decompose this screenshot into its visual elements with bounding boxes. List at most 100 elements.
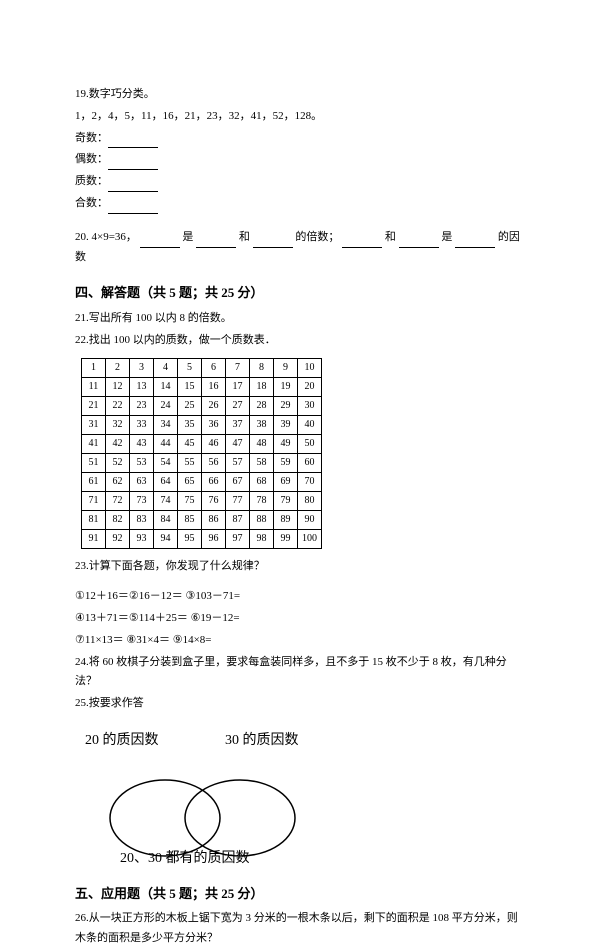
grid-cell: 28 xyxy=(250,397,274,416)
grid-cell: 56 xyxy=(202,454,226,473)
grid-cell: 46 xyxy=(202,435,226,454)
grid-cell: 55 xyxy=(178,454,202,473)
grid-cell: 6 xyxy=(202,359,226,378)
section4-title: 四、解答题（共 5 题；共 25 分） xyxy=(75,281,520,304)
grid-cell: 22 xyxy=(106,397,130,416)
q19-row-label: 质数： xyxy=(75,175,108,187)
grid-cell: 64 xyxy=(154,473,178,492)
grid-cell: 83 xyxy=(130,511,154,530)
grid-cell: 7 xyxy=(226,359,250,378)
grid-cell: 23 xyxy=(130,397,154,416)
grid-cell: 94 xyxy=(154,530,178,549)
grid-cell: 68 xyxy=(250,473,274,492)
table-row: 51525354555657585960 xyxy=(82,454,322,473)
grid-cell: 76 xyxy=(202,492,226,511)
q20-mid4: 和 xyxy=(385,231,396,243)
q19-title: 19.数字巧分类。 xyxy=(75,85,520,105)
q19-row-3: 合数： xyxy=(75,194,520,214)
q20-blank2[interactable] xyxy=(196,236,236,248)
grid-cell: 20 xyxy=(298,378,322,397)
grid-cell: 27 xyxy=(226,397,250,416)
q23-title: 23.计算下面各题，你发现了什么规律？ xyxy=(75,557,520,577)
grid-cell: 96 xyxy=(202,530,226,549)
table-row: 919293949596979899100 xyxy=(82,530,322,549)
grid-cell: 95 xyxy=(178,530,202,549)
q19-blank[interactable] xyxy=(108,136,158,148)
grid-cell: 97 xyxy=(226,530,250,549)
q20-blank6[interactable] xyxy=(455,236,495,248)
q19-numbers: 1，2，4，5，11，16，21，23，32，41，52，128。 xyxy=(75,107,520,127)
q19-blank[interactable] xyxy=(108,180,158,192)
grid-cell: 48 xyxy=(250,435,274,454)
q19-blank[interactable] xyxy=(108,158,158,170)
venn-bottom-label: 20、30 都有的质因数 xyxy=(120,846,250,871)
q20: 20. 4×9=36， 是 和 的倍数； 和 是 的因数 xyxy=(75,228,520,268)
grid-cell: 14 xyxy=(154,378,178,397)
q20-prefix: 20. 4×9=36， xyxy=(75,231,137,243)
grid-cell: 62 xyxy=(106,473,130,492)
grid-cell: 2 xyxy=(106,359,130,378)
grid-cell: 73 xyxy=(130,492,154,511)
number-grid: 1234567891011121314151617181920212223242… xyxy=(81,358,322,549)
table-row: 71727374757677787980 xyxy=(82,492,322,511)
grid-cell: 66 xyxy=(202,473,226,492)
q20-mid2: 和 xyxy=(239,231,250,243)
table-row: 11121314151617181920 xyxy=(82,378,322,397)
grid-cell: 40 xyxy=(298,416,322,435)
q19-row-1: 偶数： xyxy=(75,150,520,170)
grid-cell: 37 xyxy=(226,416,250,435)
grid-cell: 3 xyxy=(130,359,154,378)
q20-blank5[interactable] xyxy=(399,236,439,248)
grid-cell: 47 xyxy=(226,435,250,454)
grid-cell: 85 xyxy=(178,511,202,530)
table-row: 81828384858687888990 xyxy=(82,511,322,530)
grid-cell: 21 xyxy=(82,397,106,416)
grid-cell: 42 xyxy=(106,435,130,454)
grid-cell: 100 xyxy=(298,530,322,549)
grid-cell: 86 xyxy=(202,511,226,530)
grid-cell: 63 xyxy=(130,473,154,492)
grid-cell: 80 xyxy=(298,492,322,511)
q20-mid5: 是 xyxy=(441,231,452,243)
venn-left-circle xyxy=(110,780,220,856)
grid-cell: 90 xyxy=(298,511,322,530)
q20-blank3[interactable] xyxy=(253,236,293,248)
grid-cell: 50 xyxy=(298,435,322,454)
grid-cell: 18 xyxy=(250,378,274,397)
grid-cell: 81 xyxy=(82,511,106,530)
grid-cell: 82 xyxy=(106,511,130,530)
grid-cell: 8 xyxy=(250,359,274,378)
grid-cell: 17 xyxy=(226,378,250,397)
grid-cell: 98 xyxy=(250,530,274,549)
table-row: 21222324252627282930 xyxy=(82,397,322,416)
grid-cell: 51 xyxy=(82,454,106,473)
q19-row-0: 奇数： xyxy=(75,129,520,149)
q23-line3: ⑦11×13＝ ⑧31×4＝ ⑨14×8= xyxy=(75,631,520,651)
grid-cell: 12 xyxy=(106,378,130,397)
grid-cell: 92 xyxy=(106,530,130,549)
grid-cell: 58 xyxy=(250,454,274,473)
venn-diagram: 20 的质因数 30 的质因数 20、30 都有的质因数 xyxy=(85,728,345,868)
grid-cell: 13 xyxy=(130,378,154,397)
grid-cell: 38 xyxy=(250,416,274,435)
q20-blank4[interactable] xyxy=(342,236,382,248)
q20-blank1[interactable] xyxy=(140,236,180,248)
grid-cell: 59 xyxy=(274,454,298,473)
grid-cell: 1 xyxy=(82,359,106,378)
grid-cell: 61 xyxy=(82,473,106,492)
grid-cell: 44 xyxy=(154,435,178,454)
grid-cell: 49 xyxy=(274,435,298,454)
q19-row-label: 合数： xyxy=(75,197,108,209)
q19-row-2: 质数： xyxy=(75,172,520,192)
q19-blank[interactable] xyxy=(108,202,158,214)
grid-cell: 93 xyxy=(130,530,154,549)
grid-cell: 43 xyxy=(130,435,154,454)
table-row: 61626364656667686970 xyxy=(82,473,322,492)
grid-cell: 52 xyxy=(106,454,130,473)
table-row: 31323334353637383940 xyxy=(82,416,322,435)
grid-cell: 79 xyxy=(274,492,298,511)
grid-cell: 57 xyxy=(226,454,250,473)
q23-line2: ④13＋71＝⑤114＋25＝ ⑥19－12= xyxy=(75,609,520,629)
grid-cell: 65 xyxy=(178,473,202,492)
grid-cell: 31 xyxy=(82,416,106,435)
